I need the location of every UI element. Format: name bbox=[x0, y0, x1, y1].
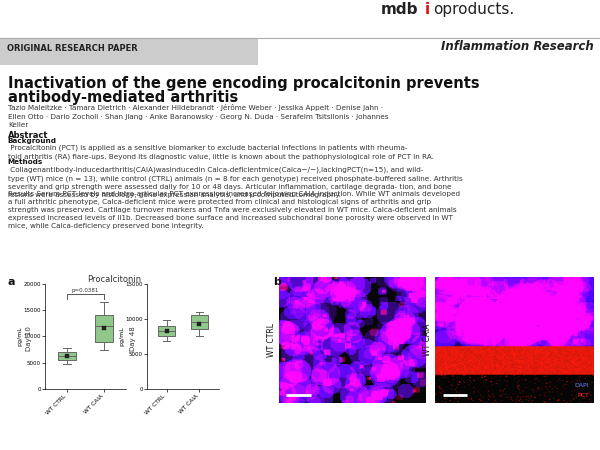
Text: DAPI: DAPI bbox=[575, 382, 589, 387]
Text: WT CTRL: WT CTRL bbox=[268, 323, 277, 357]
Bar bbox=[58, 352, 76, 360]
Text: antibody-mediated arthritis: antibody-mediated arthritis bbox=[8, 90, 238, 105]
Y-axis label: pg/mL: pg/mL bbox=[17, 327, 22, 346]
Text: Results Serum PCT levels and intra-articular PCT expression increased following : Results Serum PCT levels and intra-artic… bbox=[8, 191, 460, 229]
Text: Inactivation of the gene encoding procalcitonin prevents: Inactivation of the gene encoding procal… bbox=[8, 76, 479, 90]
Text: Procalcitonin (PCT) is applied as a sensitive biomarker to exclude bacterial inf: Procalcitonin (PCT) is applied as a sens… bbox=[8, 145, 434, 160]
Text: oproducts.: oproducts. bbox=[433, 2, 514, 17]
Text: Collagenantibody-inducedarthritis(CAIA)wasinducedin Calca-deficientmice(Calca−/−: Collagenantibody-inducedarthritis(CAIA)w… bbox=[8, 166, 463, 198]
Text: a: a bbox=[8, 277, 16, 287]
Text: mdb: mdb bbox=[381, 2, 419, 17]
Text: PCT: PCT bbox=[577, 393, 589, 398]
Text: Background: Background bbox=[8, 138, 57, 144]
Text: WT CAIA: WT CAIA bbox=[424, 324, 432, 356]
Text: i: i bbox=[425, 2, 430, 17]
Text: Day 48: Day 48 bbox=[130, 326, 136, 351]
Text: ORIGINAL RESEARCH PAPER: ORIGINAL RESEARCH PAPER bbox=[7, 45, 138, 54]
Text: p=0.0381: p=0.0381 bbox=[72, 288, 99, 293]
Text: Day 10: Day 10 bbox=[26, 326, 32, 351]
Text: Abstract: Abstract bbox=[8, 130, 48, 140]
Bar bbox=[158, 326, 175, 336]
Bar bbox=[191, 315, 208, 329]
Text: www.mdbioproducts.com: www.mdbioproducts.com bbox=[205, 427, 395, 440]
Y-axis label: pg/mL: pg/mL bbox=[119, 327, 124, 346]
Text: Tazio Maleitzke · Tamara Dietrich · Alexander Hildebrandt · Jérôme Weber · Jessi: Tazio Maleitzke · Tamara Dietrich · Alex… bbox=[8, 104, 388, 128]
Text: Methods: Methods bbox=[8, 159, 43, 165]
Text: b: b bbox=[273, 277, 281, 287]
Text: Inflammation Research: Inflammation Research bbox=[441, 40, 594, 54]
Bar bbox=[95, 315, 113, 342]
Bar bbox=[0, 39, 258, 65]
Text: Procalcitonin: Procalcitonin bbox=[87, 274, 141, 284]
